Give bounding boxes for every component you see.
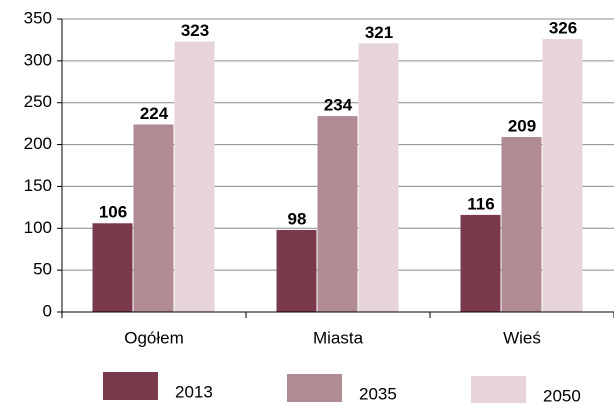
bar xyxy=(501,137,542,312)
legend-swatch xyxy=(471,376,526,404)
value-label: 98 xyxy=(288,209,307,228)
y-tick-label: 300 xyxy=(24,50,52,69)
legend-swatch xyxy=(287,374,342,402)
value-label: 321 xyxy=(365,23,393,42)
value-label: 106 xyxy=(99,203,127,222)
value-label: 234 xyxy=(324,96,353,115)
y-tick-label: 0 xyxy=(43,301,52,320)
bar xyxy=(92,223,133,312)
value-label: 209 xyxy=(508,117,536,136)
bar xyxy=(358,43,399,313)
bar xyxy=(542,39,583,312)
bar xyxy=(460,214,501,312)
legend-label: 2050 xyxy=(543,386,581,403)
y-tick-label: 50 xyxy=(33,260,52,279)
legend-label: 2035 xyxy=(359,384,397,403)
y-tick-label: 150 xyxy=(24,176,52,195)
bar xyxy=(174,41,215,313)
y-tick-label: 350 xyxy=(24,8,52,27)
value-label: 224 xyxy=(140,104,169,123)
x-tick-label: Ogółem xyxy=(124,328,184,347)
value-label: 323 xyxy=(181,21,209,40)
bar xyxy=(276,229,317,312)
value-label: 116 xyxy=(467,194,494,213)
bar xyxy=(133,124,174,312)
x-tick-label: Wieś xyxy=(503,328,541,347)
value-label: 326 xyxy=(549,19,577,38)
y-tick-label: 200 xyxy=(24,134,52,153)
x-tick-label: Miasta xyxy=(313,328,364,347)
legend-swatch xyxy=(103,372,158,400)
y-tick-label: 250 xyxy=(24,92,52,111)
y-tick-label: 100 xyxy=(24,218,52,237)
legend-label: 2013 xyxy=(175,382,213,401)
bar xyxy=(317,116,358,312)
